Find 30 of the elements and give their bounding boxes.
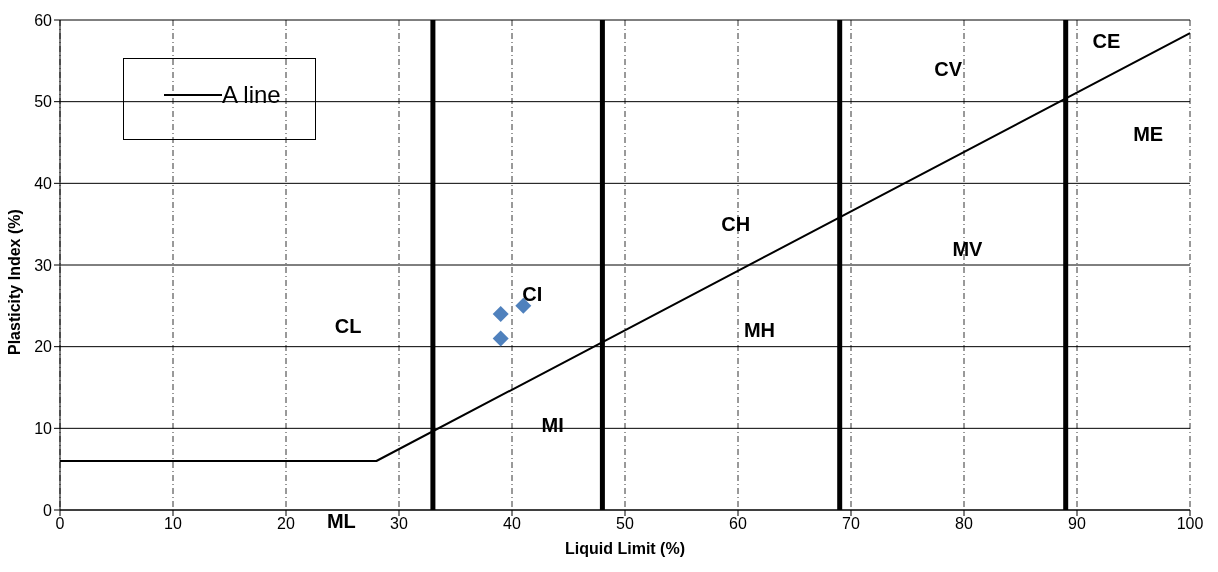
x-tick-label: 80 [955,515,973,533]
x-tick-label: 40 [503,515,521,533]
y-tick-label: 40 [34,175,53,193]
x-axis-title: Liquid Limit (%) [565,540,685,557]
y-axis-title: Plasticity Index (%) [5,209,23,355]
x-tick-label: 100 [1176,515,1204,533]
x-tick-label: 90 [1068,515,1086,533]
y-tick-label: 10 [34,420,53,438]
annotation: CV [934,58,963,80]
annotation: ML [326,509,356,532]
annotation: ME [1133,123,1164,146]
x-tick-label: 70 [842,515,860,533]
annotation: CE [1092,30,1121,53]
y-tick-label: 50 [34,93,53,111]
annotation: MH [743,319,776,342]
x-tick-label: 50 [616,515,634,533]
y-tick-label: 20 [34,338,53,356]
annotation: MV [952,237,984,260]
x-tick-label: 20 [277,515,295,533]
x-tick-label: 60 [729,515,747,533]
x-tick-label: 30 [390,515,408,533]
annotation: CL [334,315,362,338]
x-tick-label: 0 [55,515,65,533]
legend-label: A line [222,81,281,109]
y-tick-label: 30 [34,256,53,274]
x-tick-label: 10 [164,515,182,533]
annotation: CI [522,282,543,305]
annotation: CH [721,213,751,236]
y-tick-label: 60 [34,11,53,29]
y-tick-label: 0 [43,501,53,519]
